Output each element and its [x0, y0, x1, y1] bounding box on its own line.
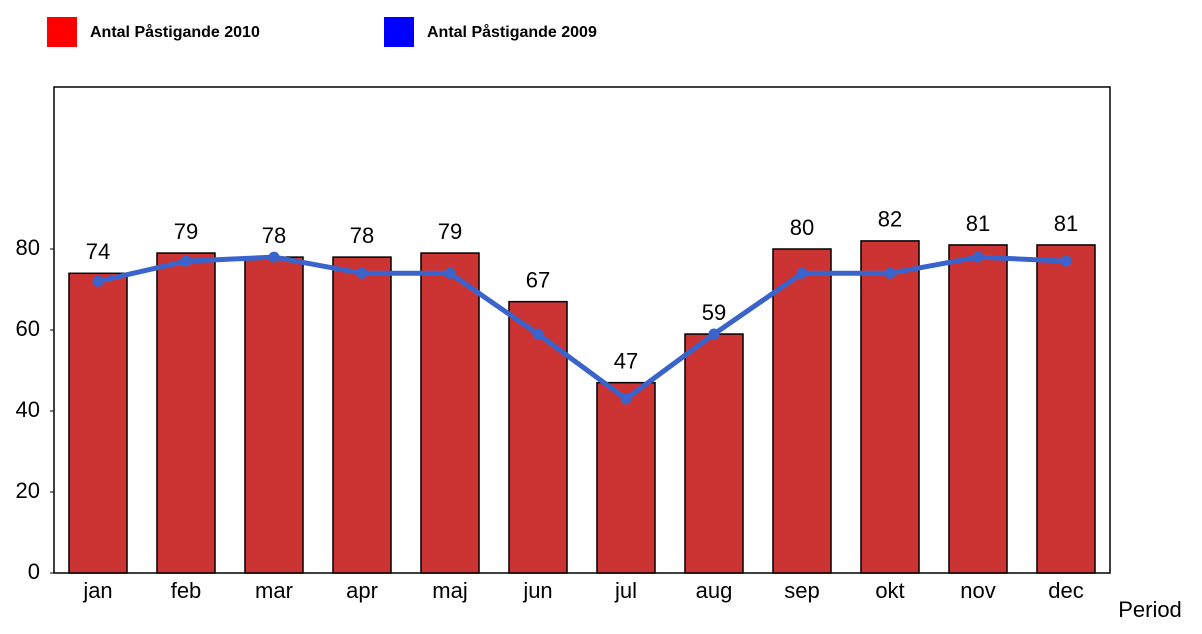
data-label: 47 [614, 348, 638, 373]
line-point [1060, 255, 1072, 267]
line-point [444, 267, 456, 279]
bar [244, 256, 304, 574]
bar [684, 333, 744, 574]
legend-text: Antal Påstigande 2009 [427, 23, 597, 41]
x-tick-label: dec [1048, 578, 1083, 603]
legend-text: Antal Påstigande 2010 [90, 23, 260, 41]
bar [508, 300, 568, 574]
bar [596, 381, 656, 574]
x-tick-label: jun [522, 578, 552, 603]
x-tick-label: jul [614, 578, 637, 603]
line-point [972, 251, 984, 263]
data-label: 79 [174, 219, 198, 244]
x-tick-label: feb [171, 578, 202, 603]
x-axis-label: Period [1118, 597, 1182, 622]
line-point [92, 275, 104, 287]
data-label: 78 [350, 223, 374, 248]
line [97, 254, 1067, 402]
x-tick-label: nov [960, 578, 995, 603]
line-point [268, 251, 280, 263]
y-tick-label: 20 [16, 478, 40, 503]
bar [860, 240, 920, 574]
y-tick-label: 0 [28, 559, 40, 584]
line-point [356, 267, 368, 279]
line-point [180, 255, 192, 267]
data-label: 59 [702, 300, 726, 325]
x-tick-label: sep [784, 578, 819, 603]
data-label: 81 [966, 211, 990, 236]
x-tick-label: mar [255, 578, 293, 603]
x-tick-label: jan [82, 578, 112, 603]
bar [1036, 244, 1096, 574]
line-point [620, 393, 632, 405]
legend-swatch [47, 17, 77, 47]
data-label: 74 [86, 239, 110, 264]
data-label: 80 [790, 215, 814, 240]
data-label: 82 [878, 207, 902, 232]
bar [772, 248, 832, 574]
x-tick-label: maj [432, 578, 467, 603]
x-tick-label: aug [696, 578, 733, 603]
line-point [532, 328, 544, 340]
y-tick-label: 80 [16, 235, 40, 260]
data-label: 79 [438, 219, 462, 244]
bar [156, 252, 216, 574]
data-label: 81 [1054, 211, 1078, 236]
line-point [796, 267, 808, 279]
bar [332, 256, 392, 574]
x-tick-label: apr [346, 578, 378, 603]
data-label: 67 [526, 267, 550, 292]
line-point [884, 267, 896, 279]
bar [68, 272, 128, 574]
bar [420, 252, 480, 574]
bar [948, 244, 1008, 574]
x-tick-label: okt [875, 578, 904, 603]
data-label: 78 [262, 223, 286, 248]
y-tick-label: 40 [16, 397, 40, 422]
line-point [708, 328, 720, 340]
legend-swatch [384, 17, 414, 47]
y-tick-label: 60 [16, 316, 40, 341]
